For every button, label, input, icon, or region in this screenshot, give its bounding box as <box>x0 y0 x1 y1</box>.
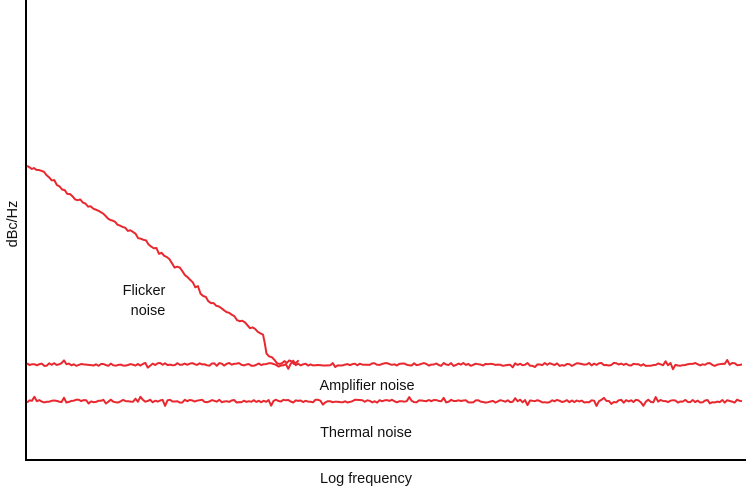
series-layer <box>26 165 743 407</box>
thermal-noise-label: Thermal noise <box>320 425 412 441</box>
flicker-noise-label-line-1: Flicker <box>123 283 166 299</box>
flicker-noise-label-line-2: noise <box>131 303 166 319</box>
thermal-noise-line <box>26 395 743 407</box>
flicker-noise-line <box>26 165 300 365</box>
x-axis-label: Log frequency <box>320 471 413 487</box>
y-axis-label: dBc/Hz <box>5 201 21 248</box>
amplifier-noise-line <box>26 359 743 371</box>
amplifier-noise-label: Amplifier noise <box>319 378 414 394</box>
